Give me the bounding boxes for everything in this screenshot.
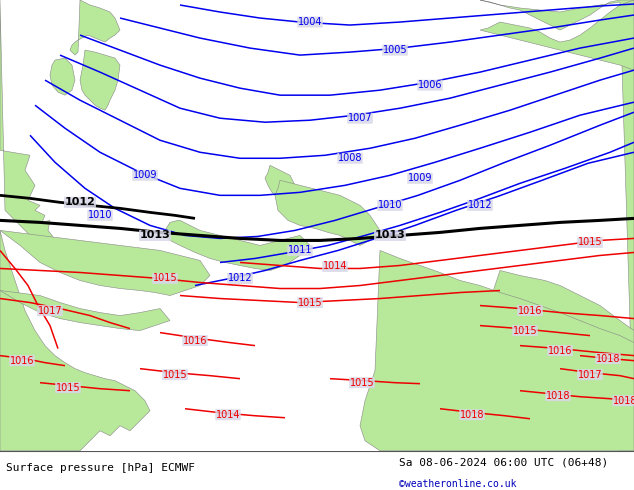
Polygon shape — [50, 58, 75, 95]
Polygon shape — [480, 0, 634, 70]
Polygon shape — [275, 180, 380, 245]
Text: 1006: 1006 — [418, 80, 443, 90]
Text: 1009: 1009 — [408, 173, 432, 183]
Polygon shape — [0, 230, 210, 295]
Text: 1016: 1016 — [548, 345, 573, 356]
Text: 1016: 1016 — [10, 356, 34, 366]
Text: 1004: 1004 — [298, 17, 322, 27]
Text: 1015: 1015 — [153, 273, 178, 284]
Text: 1016: 1016 — [518, 306, 542, 316]
Text: 1014: 1014 — [216, 410, 240, 420]
Text: 1012: 1012 — [468, 200, 493, 210]
Text: Surface pressure [hPa] ECMWF: Surface pressure [hPa] ECMWF — [6, 464, 195, 473]
Text: 1013: 1013 — [375, 230, 405, 241]
Text: ©weatheronline.co.uk: ©weatheronline.co.uk — [399, 479, 517, 489]
Text: 1009: 1009 — [133, 171, 157, 180]
Text: 1007: 1007 — [347, 113, 372, 123]
Text: 1010: 1010 — [87, 210, 112, 221]
Polygon shape — [265, 165, 295, 200]
Text: 1015: 1015 — [163, 369, 187, 380]
Text: 1012: 1012 — [65, 197, 96, 207]
Text: 1005: 1005 — [383, 45, 407, 55]
Text: 1015: 1015 — [350, 378, 374, 388]
Polygon shape — [0, 291, 170, 331]
Text: 1018: 1018 — [546, 391, 570, 401]
Polygon shape — [165, 220, 310, 270]
Text: 1017: 1017 — [578, 369, 602, 380]
Text: 1015: 1015 — [298, 297, 322, 308]
Text: 1015: 1015 — [513, 325, 537, 336]
Polygon shape — [480, 0, 634, 451]
Text: 1018: 1018 — [612, 396, 634, 406]
Text: 1012: 1012 — [228, 273, 252, 284]
Polygon shape — [70, 0, 120, 55]
Text: 1010: 1010 — [378, 200, 402, 210]
Polygon shape — [80, 50, 120, 110]
Text: Sa 08-06-2024 06:00 UTC (06+48): Sa 08-06-2024 06:00 UTC (06+48) — [399, 458, 609, 467]
Polygon shape — [360, 250, 634, 451]
Text: 1014: 1014 — [323, 262, 347, 271]
Text: 1013: 1013 — [139, 230, 171, 241]
Polygon shape — [0, 0, 68, 269]
Text: 1017: 1017 — [37, 306, 62, 316]
Text: 1018: 1018 — [460, 410, 484, 420]
Text: 1016: 1016 — [183, 336, 207, 345]
Polygon shape — [0, 230, 150, 451]
Text: 1015: 1015 — [56, 383, 81, 392]
Text: 1015: 1015 — [578, 238, 602, 247]
Text: 1011: 1011 — [288, 245, 313, 255]
Polygon shape — [465, 270, 634, 451]
Text: 1018: 1018 — [596, 354, 620, 364]
Text: 1008: 1008 — [338, 153, 362, 163]
